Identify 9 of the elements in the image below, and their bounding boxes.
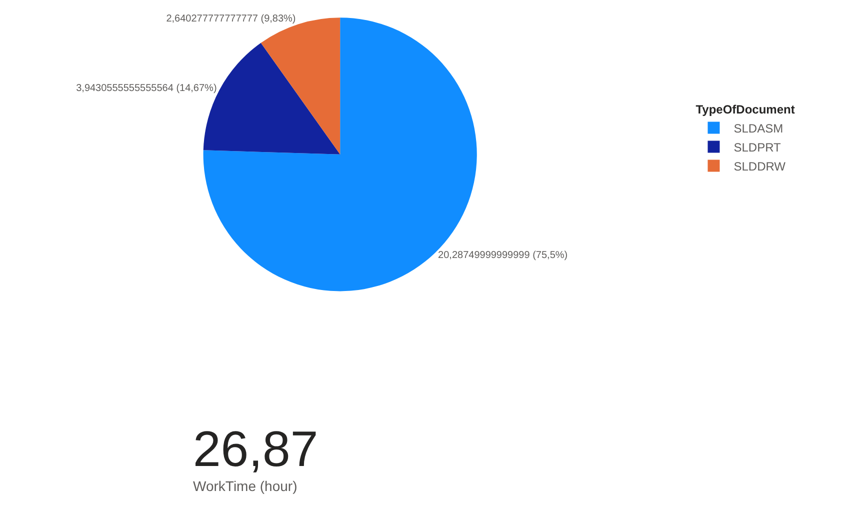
legend-label: SLDPRT xyxy=(734,140,782,154)
legend-title: TypeOfDocument xyxy=(696,102,795,116)
data-label: 3,9430555555555564 (14,67%) xyxy=(76,83,217,94)
data-label: 2,640277777777777 (9,83%) xyxy=(166,14,296,25)
data-label: 20,28749999999999 (75,5%) xyxy=(438,250,568,261)
text: 26,87 xyxy=(193,420,320,478)
legend-label: SLDDRW xyxy=(734,159,786,174)
legend-label: SLDASM xyxy=(734,121,784,136)
text: WorkTime (hour) xyxy=(193,478,298,494)
